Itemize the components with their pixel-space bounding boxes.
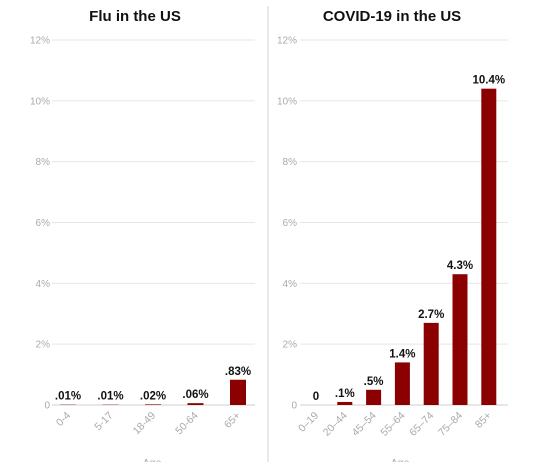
x-tick-label-1-3: 55–64: [378, 410, 407, 439]
data-label-0-3: .06%: [182, 389, 208, 401]
x-tick-label-1-1: 20–44: [321, 410, 350, 439]
y-tick-label-1-4: 8%: [283, 157, 298, 168]
data-label-0-2: .02%: [140, 390, 166, 402]
bar-1-3: [395, 362, 410, 405]
y-tick-label-1-6: 12%: [277, 36, 297, 47]
x-axis-label-0: Age: [143, 457, 162, 462]
data-label-0-4: .83%: [225, 366, 251, 378]
data-label-1-2: .5%: [364, 376, 384, 388]
data-label-1-4: 2.7%: [418, 309, 444, 321]
x-tick-label-1-4: 65–74: [407, 410, 436, 439]
data-label-0-1: .01%: [97, 391, 123, 403]
x-tick-label-1-2: 45–54: [350, 410, 379, 439]
bar-0-2: [145, 404, 161, 405]
y-tick-label-1-3: 6%: [283, 218, 298, 229]
bar-0-3: [188, 403, 204, 405]
bar-1-1: [337, 402, 352, 405]
bar-1-4: [424, 323, 439, 405]
x-tick-label-0-4: 65+: [222, 410, 243, 431]
x-tick-label-1-6: 85+: [473, 410, 494, 431]
data-label-1-5: 4.3%: [447, 260, 473, 272]
y-tick-label-1-1: 2%: [283, 340, 298, 351]
bar-0-4: [230, 380, 246, 405]
y-tick-label-1-5: 10%: [277, 96, 297, 107]
y-tick-label-0-5: 10%: [30, 96, 50, 107]
x-tick-label-0-0: 0-4: [54, 410, 73, 429]
data-label-1-3: 1.4%: [389, 348, 415, 360]
data-label-0-0: .01%: [55, 391, 81, 403]
y-tick-label-0-1: 2%: [36, 340, 51, 351]
bar-1-6: [481, 89, 496, 405]
y-tick-label-0-2: 4%: [36, 279, 51, 290]
x-axis-label-1: Age: [391, 457, 410, 462]
bar-1-5: [453, 274, 468, 405]
y-tick-label-0-4: 8%: [36, 157, 51, 168]
bar-1-2: [366, 390, 381, 405]
chart-title-1: COVID-19 in the US: [323, 8, 461, 25]
data-label-1-0: 0: [313, 391, 319, 403]
x-tick-label-1-0: 0–19: [296, 410, 321, 435]
y-tick-label-0-3: 6%: [36, 218, 51, 229]
x-tick-label-1-5: 75–84: [436, 410, 465, 439]
y-tick-label-1-0: 0: [291, 401, 297, 412]
x-tick-label-0-3: 50-64: [173, 410, 201, 438]
data-label-1-1: .1%: [335, 388, 355, 400]
x-tick-label-0-2: 18-49: [131, 410, 159, 438]
chart-title-0: Flu in the US: [89, 8, 181, 25]
y-tick-label-0-0: 0: [44, 401, 50, 412]
y-tick-label-0-6: 12%: [30, 36, 50, 47]
y-tick-label-1-2: 4%: [283, 279, 298, 290]
x-tick-label-0-1: 5-17: [92, 410, 115, 433]
data-label-1-6: 10.4%: [472, 75, 505, 87]
